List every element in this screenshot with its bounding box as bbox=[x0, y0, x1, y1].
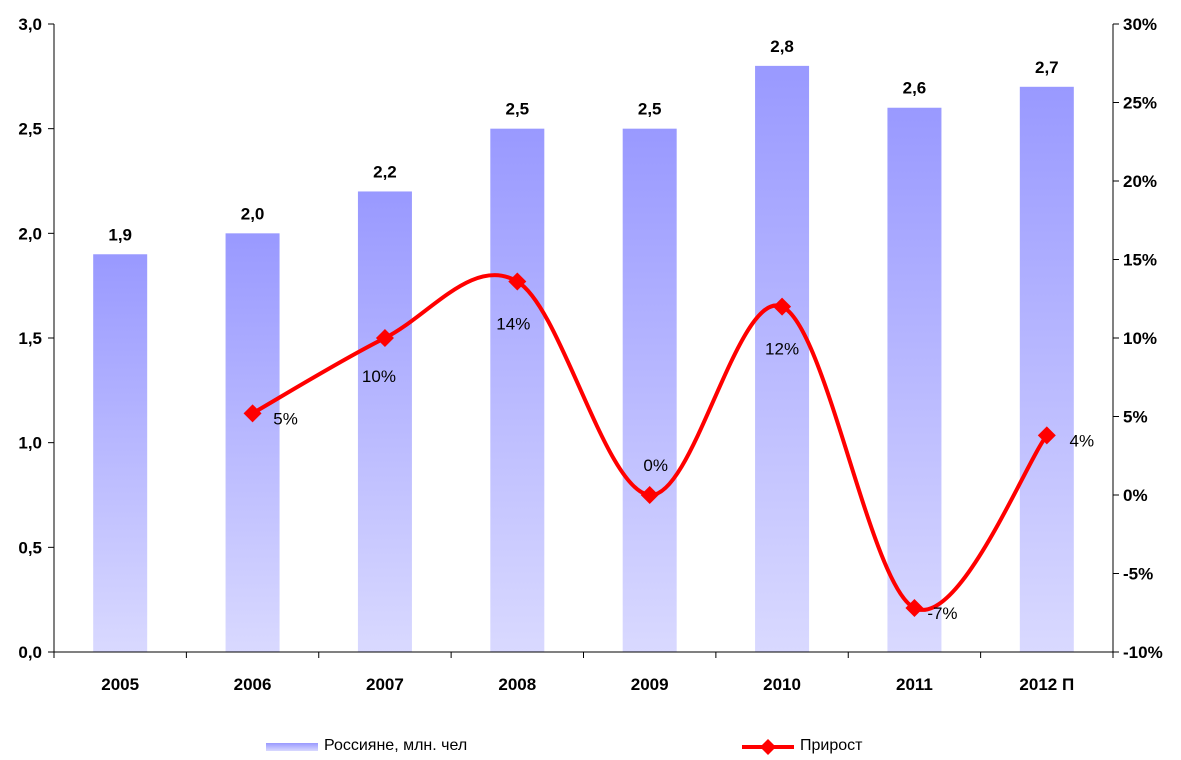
right-tick-label: 30% bbox=[1123, 15, 1157, 34]
bar-value-label: 2,0 bbox=[241, 204, 265, 223]
legend: Россияне, млн. чел Прирост bbox=[266, 737, 863, 755]
left-tick-label: 2,0 bbox=[18, 224, 42, 243]
x-tick-label: 2008 bbox=[498, 675, 536, 694]
left-tick-label: 0,0 bbox=[18, 643, 42, 662]
bar-2005 bbox=[93, 254, 148, 652]
bar-2012-П bbox=[1019, 86, 1074, 653]
bar-value-label: 2,8 bbox=[770, 37, 794, 56]
left-tick-label: 3,0 bbox=[18, 15, 42, 34]
left-tick-label: 1,5 bbox=[18, 329, 42, 348]
growth-value-label: 14% bbox=[496, 314, 530, 333]
x-tick-label: 2005 bbox=[101, 675, 139, 694]
bar-value-label: 2,7 bbox=[1035, 58, 1059, 77]
bar-value-label: 2,2 bbox=[373, 162, 397, 181]
legend-swatch-bars bbox=[266, 743, 318, 751]
left-tick-label: 2,5 bbox=[18, 120, 42, 139]
right-tick-label: 5% bbox=[1123, 408, 1148, 427]
growth-marker bbox=[508, 272, 527, 291]
bar-2008 bbox=[490, 128, 545, 652]
bar-2007 bbox=[357, 191, 412, 652]
growth-value-label: 5% bbox=[273, 409, 298, 428]
right-tick-label: 0% bbox=[1123, 486, 1148, 505]
x-tick-label: 2006 bbox=[234, 675, 272, 694]
growth-value-label: -7% bbox=[927, 604, 957, 623]
x-tick-label: 2011 bbox=[896, 675, 933, 694]
growth-marker bbox=[640, 486, 659, 504]
right-tick-label: 20% bbox=[1123, 172, 1157, 191]
growth-value-label: 0% bbox=[643, 456, 668, 475]
left-tick-label: 1,0 bbox=[18, 434, 42, 453]
bar-value-label: 2,6 bbox=[903, 79, 927, 98]
growth-line-layer bbox=[243, 272, 1056, 618]
growth-value-label: 12% bbox=[765, 340, 799, 359]
x-tick-label: 2012 П bbox=[1019, 675, 1074, 694]
growth-marker bbox=[773, 297, 792, 316]
growth-marker bbox=[243, 404, 262, 423]
bar-value-label: 2,5 bbox=[505, 100, 529, 119]
right-tick-label: 25% bbox=[1123, 94, 1157, 113]
growth-value-label: 4% bbox=[1070, 431, 1095, 450]
bars-layer bbox=[93, 65, 1074, 653]
right-tick-label: 15% bbox=[1123, 251, 1157, 270]
legend-swatch-marker bbox=[760, 739, 776, 755]
bar-2006 bbox=[225, 233, 280, 653]
growth-marker bbox=[905, 599, 924, 618]
growth-marker bbox=[1037, 426, 1056, 445]
bar-value-label: 1,9 bbox=[108, 225, 132, 244]
x-tick-label: 2009 bbox=[631, 675, 669, 694]
right-tick-label: -5% bbox=[1123, 565, 1153, 584]
bar-2009 bbox=[622, 128, 677, 652]
bar-2010 bbox=[755, 65, 810, 652]
growth-marker bbox=[375, 329, 394, 347]
right-tick-label: -10% bbox=[1123, 643, 1163, 662]
x-tick-label: 2010 bbox=[763, 675, 801, 694]
bar-2011 bbox=[887, 107, 942, 652]
growth-value-label: 10% bbox=[362, 367, 396, 386]
left-tick-label: 0,5 bbox=[18, 538, 42, 557]
axes-layer: 0,0 0,5 1,0 1,5 2,0 2,5 3,0 -10% -5% 0% 5% 10% 15% 20… bbox=[18, 15, 1162, 694]
legend-label-line: Прирост bbox=[800, 737, 863, 754]
legend-label-bars: Россияне, млн. чел bbox=[324, 737, 467, 754]
bar-value-label: 2,5 bbox=[638, 100, 662, 119]
right-tick-label: 10% bbox=[1123, 329, 1157, 348]
x-tick-label: 2007 bbox=[366, 675, 404, 694]
data-labels-layer: 1,9 2,0 2,2 2,5 2,5 2,8 2,6 2,7 5% 10% 14% 0% 12% -7%… bbox=[108, 37, 1094, 623]
